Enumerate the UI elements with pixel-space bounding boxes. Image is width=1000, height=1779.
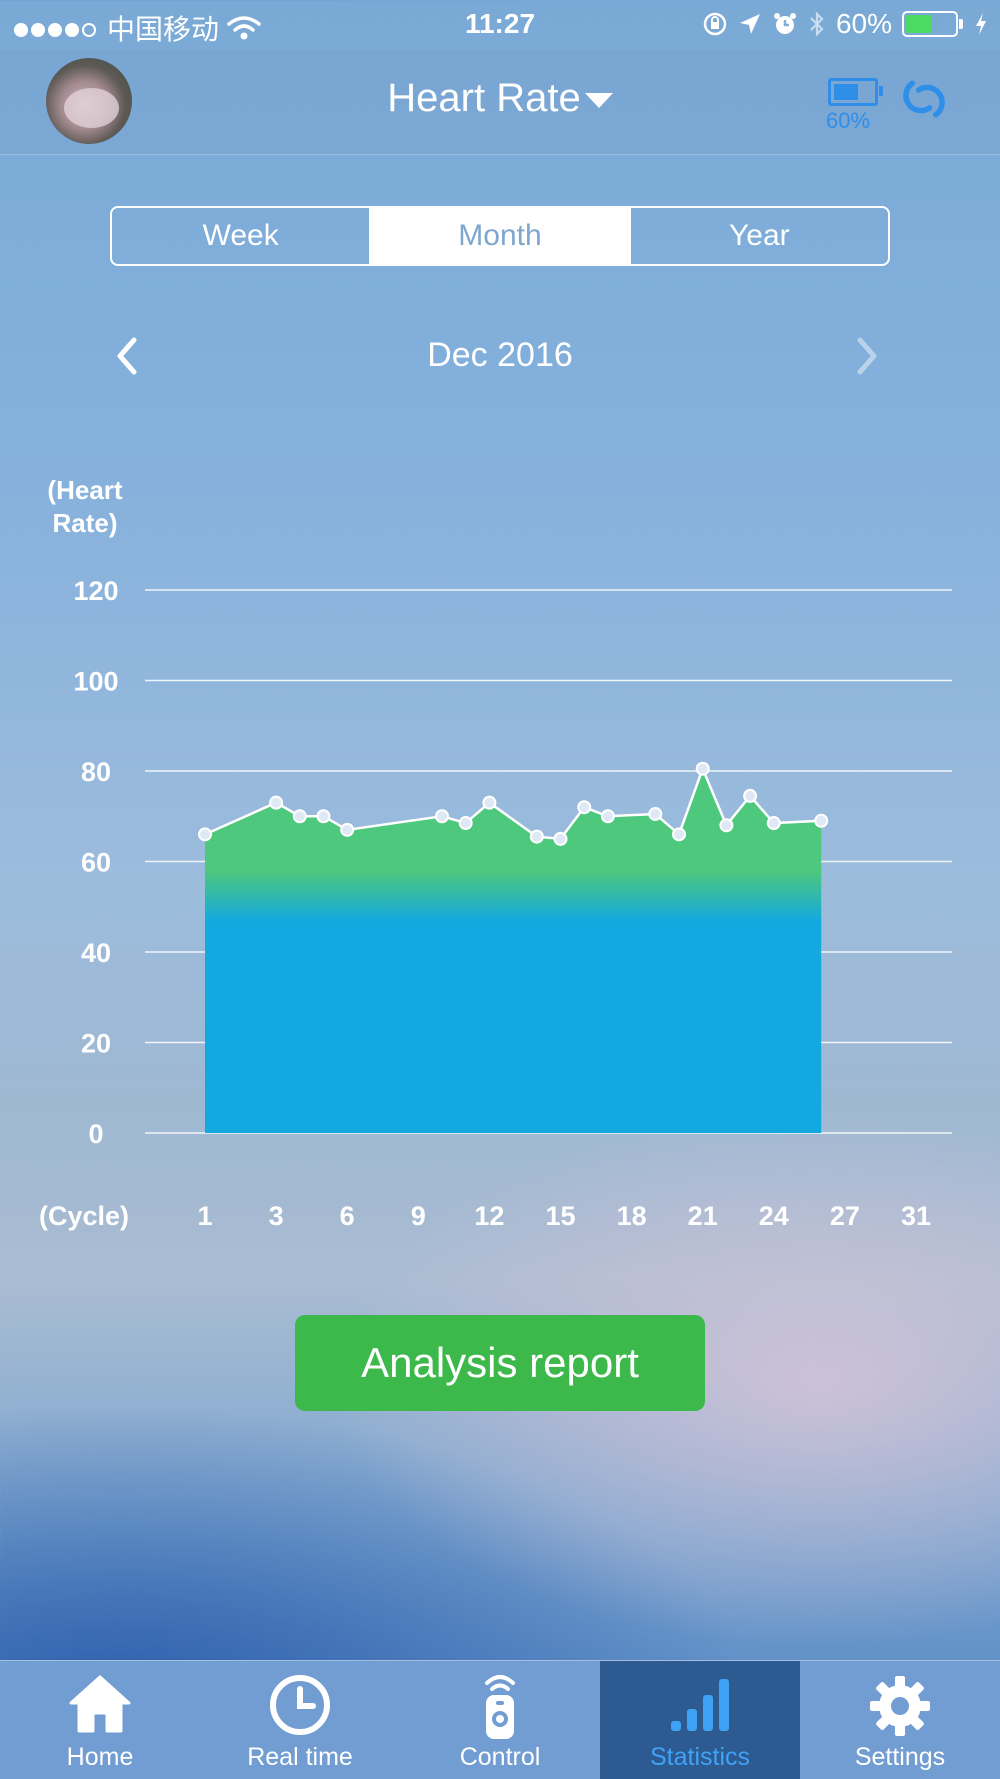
analysis-report-button[interactable]: Analysis report [295, 1315, 705, 1411]
data-point [672, 827, 686, 842]
device-battery-icon [828, 78, 883, 106]
tab-control[interactable]: Control [400, 1661, 600, 1779]
x-tick-label: 24 [759, 1201, 789, 1231]
period-label: Dec 2016 [427, 336, 573, 374]
chevron-left-icon[interactable] [112, 334, 142, 378]
x-tick-label: 27 [830, 1201, 860, 1231]
tab-label: Settings [854, 1743, 946, 1771]
data-point [553, 831, 568, 846]
data-point [600, 809, 615, 824]
connection-link-icon[interactable] [894, 74, 954, 124]
data-point [458, 816, 473, 831]
tab-real-time[interactable]: Real time [200, 1661, 400, 1779]
location-arrow-icon [739, 14, 760, 34]
x-tick-label: 21 [688, 1201, 718, 1231]
x-tick-label: 1 [197, 1201, 212, 1231]
data-point [719, 818, 734, 833]
y-tick-label: 100 [73, 667, 118, 697]
y-tick-label: 0 [88, 1119, 103, 1149]
x-tick-label: 31 [901, 1201, 931, 1231]
tab-label: Home [66, 1743, 134, 1771]
data-point [743, 788, 758, 803]
gear-icon [870, 1676, 930, 1736]
remote-icon [485, 1675, 515, 1739]
data-point [766, 816, 781, 831]
chart-y-axis-label: (Heart Rate) [47, 475, 123, 538]
wifi-icon [227, 16, 261, 40]
period-segmented-control: Week Month Year [110, 206, 890, 266]
data-point [529, 829, 544, 844]
x-tick-label: 3 [269, 1201, 284, 1231]
tab-statistics[interactable]: Statistics [600, 1661, 800, 1779]
carrier-label: 中国移动 [107, 14, 220, 45]
y-tick-label: 60 [81, 848, 111, 878]
bar-chart-icon [671, 1679, 729, 1731]
battery-icon [902, 11, 963, 37]
data-point [577, 800, 592, 815]
chevron-right-icon[interactable] [852, 334, 882, 378]
status-right: 60% [702, 8, 988, 40]
x-axis-label: (Cycle) [39, 1201, 129, 1231]
x-tick-label: 6 [340, 1201, 355, 1231]
charging-bolt-icon [976, 13, 986, 35]
y-tick-label: 80 [81, 757, 111, 787]
data-point [482, 795, 497, 810]
tab-settings[interactable]: Settings [800, 1661, 1000, 1779]
avatar[interactable] [46, 58, 132, 144]
segment-month[interactable]: Month [369, 208, 629, 264]
y-tick-label: 120 [73, 576, 118, 606]
heart-rate-chart: 120 100 80 60 40 20 0 (Cycle) 1 3 6 9 12 15 18 21 24 27 31 [39, 576, 952, 1231]
data-point [695, 761, 710, 776]
tab-bar: Home Real time Control Statistics [0, 1660, 1000, 1779]
data-point [814, 813, 829, 828]
y-tick-label: 40 [81, 938, 111, 968]
x-tick-label: 15 [545, 1201, 575, 1231]
segment-week[interactable]: Week [202, 219, 279, 252]
period-navigator: Dec 2016 [0, 330, 1000, 380]
status-bar: 中国移动 11:27 60% [0, 0, 1000, 50]
status-left: 中国移动 [14, 8, 261, 48]
segment-year[interactable]: Year [628, 208, 888, 264]
data-point [292, 809, 307, 824]
data-point [198, 827, 212, 842]
data-point [340, 822, 355, 837]
battery-percent: 60% [835, 8, 892, 39]
page-title: Heart Rate [387, 76, 581, 120]
x-tick-label: 18 [617, 1201, 647, 1231]
clock-icon [270, 1675, 330, 1735]
data-point [269, 795, 284, 810]
tab-label: Real time [247, 1743, 353, 1771]
series-area [205, 768, 822, 1133]
data-point [435, 809, 449, 824]
caret-down-icon [584, 92, 613, 108]
metric-selector[interactable]: Heart Rate [0, 76, 1000, 121]
app-header: Heart Rate 60% [0, 50, 1000, 155]
device-battery-percent: 60% [826, 108, 871, 133]
data-point [648, 806, 663, 821]
home-icon [69, 1675, 131, 1733]
tab-home[interactable]: Home [0, 1661, 200, 1779]
x-tick-label: 9 [411, 1201, 426, 1231]
tab-label: Statistics [649, 1743, 751, 1771]
orientation-lock-icon [703, 12, 727, 36]
alarm-icon [773, 13, 796, 34]
status-time: 11:27 [464, 8, 536, 39]
x-tick-label: 12 [474, 1201, 504, 1231]
y-tick-label: 20 [81, 1029, 111, 1059]
bluetooth-icon [810, 11, 824, 37]
data-point [316, 809, 331, 824]
signal-strength-icon [14, 12, 99, 44]
tab-label: Control [459, 1743, 541, 1771]
